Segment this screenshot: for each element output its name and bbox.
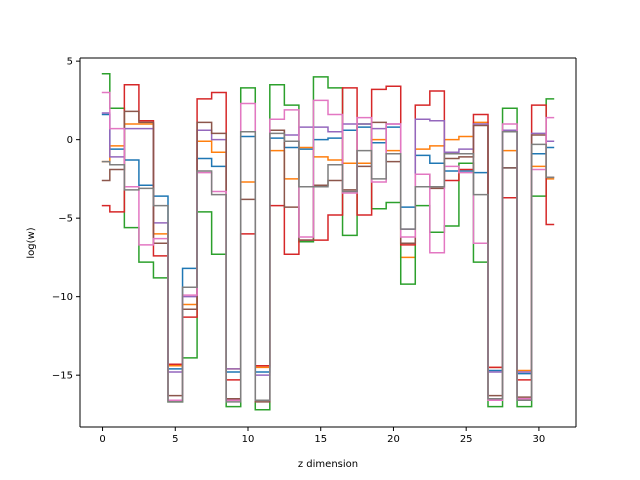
series-line-8 [101, 131, 555, 403]
axes-frame [79, 57, 577, 428]
plot-area [80, 58, 576, 427]
y-tick-label: −15 [52, 371, 73, 382]
y-tick-label: 5 [67, 57, 73, 68]
y-axis-label: log(w) [26, 227, 37, 258]
x-axis-ticks: 0 5 10 15 20 25 30 [99, 427, 545, 445]
x-tick-label: 0 [99, 434, 105, 445]
series-line-7 [101, 91, 555, 402]
plot-background [80, 58, 576, 427]
y-tick-label: −10 [52, 292, 73, 303]
x-tick-label: 30 [533, 434, 546, 445]
series-line-4 [101, 83, 555, 381]
x-tick-label: 20 [387, 434, 400, 445]
x-tick-label: 15 [314, 434, 327, 445]
x-tick-label: 5 [172, 434, 178, 445]
y-tick-label: 0 [67, 135, 73, 146]
series-layer [101, 72, 555, 411]
x-tick-label: 25 [460, 434, 473, 445]
series-line-1 [101, 113, 555, 375]
x-axis-label: z dimension [298, 459, 358, 470]
y-tick-label: −5 [58, 214, 73, 225]
y-axis-ticks: 5 0 −5 −10 −15 [52, 57, 80, 382]
x-tick-label: 10 [242, 434, 255, 445]
